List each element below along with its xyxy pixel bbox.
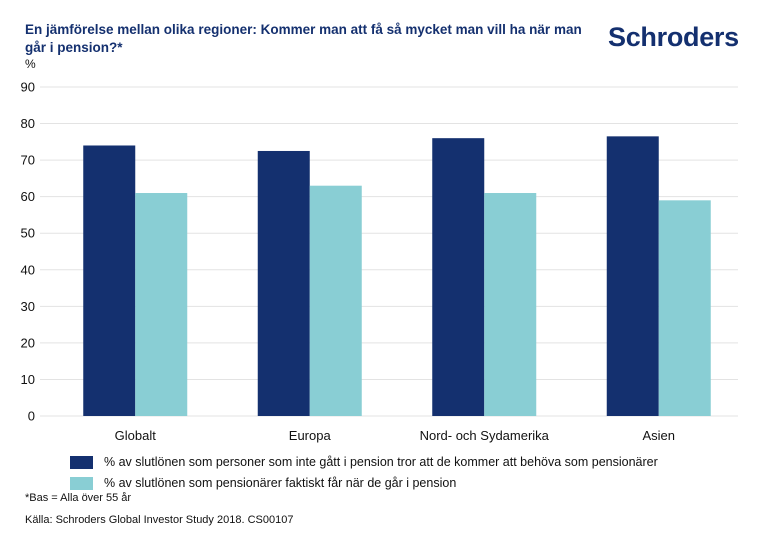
y-tick-label: 90 xyxy=(21,80,35,95)
legend-label-actual: % av slutlönen som pensionärer faktiskt … xyxy=(104,476,457,490)
x-tick-label: Europa xyxy=(289,428,332,443)
y-tick-label: 10 xyxy=(21,372,35,387)
x-axis-labels: Globalt Europa Nord- och Sydamerika Asien xyxy=(115,428,675,443)
footnote-source: Källa: Schroders Global Investor Study 2… xyxy=(25,514,294,526)
chart-title: En jämförelse mellan olika regioner: Kom… xyxy=(25,22,582,55)
y-axis-unit-label: % xyxy=(25,57,36,71)
y-tick-label: 30 xyxy=(21,299,35,314)
bars xyxy=(83,136,711,416)
legend-swatch-actual xyxy=(70,476,93,490)
legend: % av slutlönen som personer som inte gåt… xyxy=(70,452,658,494)
bar-expected xyxy=(606,136,659,416)
y-tick-label: 20 xyxy=(21,335,35,350)
bar-actual xyxy=(484,193,537,416)
schroders-logo: Schroders xyxy=(608,22,739,52)
bar-expected xyxy=(83,145,136,416)
y-tick-label: 60 xyxy=(21,189,35,204)
y-tick-label: 40 xyxy=(21,262,35,277)
legend-swatch-expected xyxy=(70,455,93,469)
y-axis-ticks: 0 10 20 30 40 50 60 70 80 90 xyxy=(21,80,35,424)
footnote-base: *Bas = Alla över 55 år xyxy=(25,492,132,504)
legend-item-actual: % av slutlönen som pensionärer faktiskt … xyxy=(70,473,658,493)
y-tick-label: 50 xyxy=(21,226,35,241)
legend-item-expected: % av slutlönen som personer som inte gåt… xyxy=(70,452,658,472)
legend-label-expected: % av slutlönen som personer som inte gåt… xyxy=(104,455,658,469)
bar-actual xyxy=(309,185,362,416)
bar-expected xyxy=(257,150,310,416)
y-tick-label: 70 xyxy=(21,153,35,168)
y-tick-label: 80 xyxy=(21,116,35,131)
bar-expected xyxy=(432,138,485,416)
x-tick-label: Asien xyxy=(642,428,675,443)
y-tick-label: 0 xyxy=(28,409,35,424)
x-tick-label: Globalt xyxy=(115,428,157,443)
bar-actual xyxy=(658,200,711,416)
bar-actual xyxy=(135,193,188,416)
x-tick-label: Nord- och Sydamerika xyxy=(420,428,550,443)
bar-chart: 0 10 20 30 40 50 60 70 80 90 Globalt Europa Nord- o… xyxy=(21,80,738,443)
